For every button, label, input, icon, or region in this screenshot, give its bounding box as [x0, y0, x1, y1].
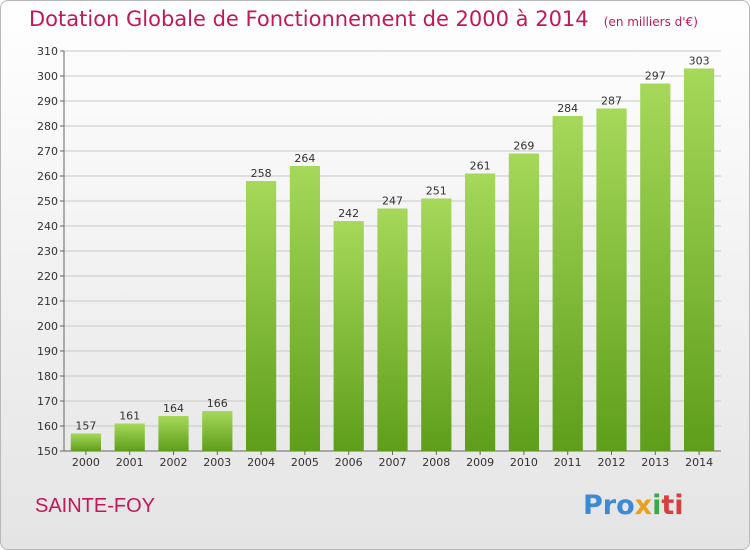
- y-tick-label: 300: [37, 70, 58, 83]
- y-tick-label: 150: [37, 445, 58, 458]
- bar: [596, 108, 627, 451]
- x-tick-label: 2011: [554, 456, 582, 469]
- logo-part-1: Pro: [583, 490, 635, 521]
- bar: [640, 83, 671, 451]
- bar: [333, 221, 364, 451]
- bar-value-label: 284: [557, 102, 578, 115]
- bar: [508, 153, 540, 451]
- y-tick-label: 310: [37, 45, 58, 58]
- y-tick-label: 290: [37, 95, 58, 108]
- bar: [683, 68, 715, 451]
- y-tick-label: 210: [37, 295, 58, 308]
- x-tick-label: 2009: [466, 456, 494, 469]
- bar: [158, 416, 189, 451]
- y-tick-label: 240: [37, 220, 58, 233]
- bar: [464, 173, 496, 451]
- x-tick-label: 2002: [160, 456, 188, 469]
- bar: [552, 116, 583, 451]
- commune-name: SAINTE-FOY: [35, 495, 156, 517]
- x-tick-label: 2006: [335, 456, 363, 469]
- x-tick-label: 2005: [291, 456, 319, 469]
- x-tick-label: 2010: [510, 456, 538, 469]
- x-tick-label: 2007: [379, 456, 407, 469]
- logo-part-3: i: [652, 490, 662, 521]
- x-tick-label: 2012: [598, 456, 626, 469]
- bar-value-label: 287: [601, 95, 622, 108]
- bar-value-label: 261: [470, 160, 491, 173]
- y-tick-label: 160: [37, 420, 58, 433]
- x-tick-label: 2014: [685, 456, 713, 469]
- chart-subtitle: (en milliers d'€): [603, 15, 698, 29]
- bar-value-label: 264: [294, 152, 315, 165]
- proxiti-logo[interactable]: Proxiti: [583, 490, 684, 521]
- bars: [70, 68, 715, 451]
- y-tick-label: 250: [37, 195, 58, 208]
- bar-value-label: 303: [689, 55, 710, 68]
- y-tick-label: 200: [37, 320, 58, 333]
- bar-value-label: 247: [382, 195, 403, 208]
- logo-part-2: x: [634, 490, 653, 521]
- bar-value-label: 242: [338, 207, 359, 220]
- y-tick-label: 220: [37, 270, 58, 283]
- bar-value-label: 297: [645, 70, 666, 83]
- y-tick-label: 230: [37, 245, 58, 258]
- chart-title: Dotation Globale de Fonctionnement de 20…: [29, 7, 589, 31]
- x-tick-label: 2004: [247, 456, 275, 469]
- y-tick-label: 260: [37, 170, 58, 183]
- y-tick-label: 170: [37, 395, 58, 408]
- y-tick-label: 280: [37, 120, 58, 133]
- x-tick-label: 2013: [641, 456, 669, 469]
- title-row: Dotation Globale de Fonctionnement de 20…: [29, 7, 698, 31]
- x-tick-label: 2003: [203, 456, 231, 469]
- x-tick-label: 2001: [116, 456, 144, 469]
- x-tick-label: 2000: [72, 456, 100, 469]
- bar: [202, 411, 233, 451]
- y-tick-label: 180: [37, 370, 58, 383]
- bar: [114, 423, 145, 451]
- bar: [70, 433, 102, 451]
- bar: [421, 198, 452, 451]
- bar-value-label: 157: [75, 420, 96, 433]
- bar-value-label: 258: [251, 167, 272, 180]
- y-tick-label: 270: [37, 145, 58, 158]
- bar: [245, 181, 277, 451]
- value-labels: 157 161 164 166 258 264 242 247 251 261 269 284 287 2…: [75, 55, 709, 433]
- bar-value-label: 161: [119, 410, 140, 423]
- y-tick-label: 190: [37, 345, 58, 358]
- bar-value-label: 269: [513, 140, 534, 153]
- x-tick-label: 2008: [422, 456, 450, 469]
- bar-value-label: 251: [426, 185, 447, 198]
- bar: [289, 166, 321, 451]
- logo-part-4: ti: [661, 490, 684, 521]
- bar: [377, 208, 408, 451]
- bar-value-label: 164: [163, 402, 184, 415]
- bar-value-label: 166: [207, 397, 228, 410]
